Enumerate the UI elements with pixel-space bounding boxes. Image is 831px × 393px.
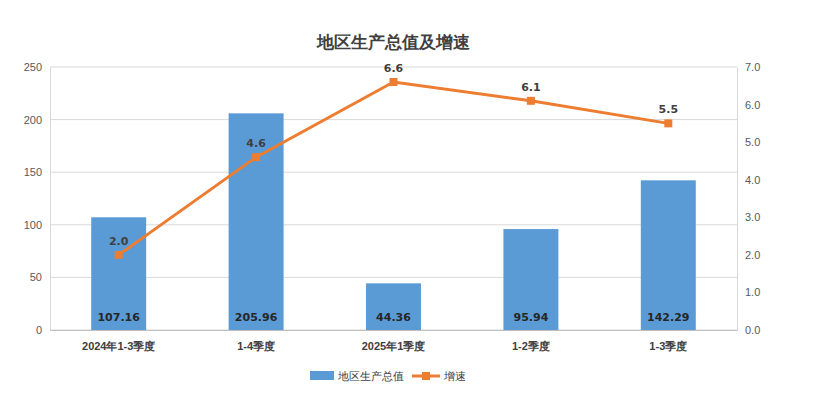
y-tick: 100 [24,219,50,231]
y-tick-label: 250 [24,61,42,73]
marker [390,78,398,86]
y2-axis: 0.0 1.0 2.0 3.0 4.0 5.0 6.0 7.0 [737,61,760,336]
x-tick-label: 1-2季度 [512,340,550,352]
bar-label: 95.94 [514,311,549,324]
legend-item: 增速 [412,370,466,383]
y2-tick-label: 1.0 [745,286,760,298]
bar [91,217,146,330]
y-axis-line [50,68,51,331]
x-tick-label: 2024年1-3季度 [82,340,155,352]
y2-tick: 3.0 [737,211,760,223]
y2-tick-label: 6.0 [745,99,760,111]
legend: 地区生产总值 增速 [310,370,466,383]
x-axis-line [51,330,738,331]
x-tick: 2024年1-3季度 [82,330,155,352]
y2-axis-line [737,68,738,331]
y2-tick-label: 5.0 [745,136,760,148]
x-tick: 1-2季度 [512,330,550,352]
grid [50,67,737,330]
y2-tick-label: 3.0 [745,211,760,223]
y-tick-label: 50 [30,271,42,283]
point-label: 6.6 [384,62,404,75]
x-tick: 1-4季度 [237,330,275,352]
y-tick: 150 [24,166,50,178]
point-label: 6.1 [521,81,541,94]
point-label: 5.5 [659,103,679,116]
y-tick-label: 150 [24,166,42,178]
x-tick-label: 2025年1季度 [362,340,426,352]
bar-label: 205.96 [235,311,278,324]
y2-tick: 1.0 [737,286,760,298]
y2-tick: 5.0 [737,136,760,148]
y2-tick-label: 4.0 [745,174,760,186]
y-tick: 200 [24,114,50,126]
x-tick: 2025年1季度 [362,330,426,352]
bar-label: 44.36 [376,311,411,324]
marker [115,251,123,259]
bar [366,283,421,330]
y2-tick-label: 2.0 [745,249,760,261]
bar-label: 107.16 [97,311,140,324]
legend-swatch [310,371,334,380]
y2-tick: 0.0 [737,324,760,336]
y-tick-label: 0 [36,324,42,336]
y2-tick: 6.0 [737,99,760,111]
y-axis: 0 50 100 150 200 250 [24,61,51,336]
x-tick-label: 1-4季度 [237,340,275,352]
y2-tick-label: 0.0 [745,324,760,336]
y-tick-label: 200 [24,114,42,126]
x-tick-label: 1-3季度 [649,340,687,352]
marker [252,153,260,161]
marker [664,119,672,127]
y2-tick: 7.0 [737,61,760,73]
data-labels: 107.16 205.96 44.36 95.94 142.29 2.0 4.6 6.6 6.1… [97,62,689,324]
grid-line [50,224,737,225]
plot-area [91,78,696,330]
grid-line [50,277,737,278]
y-tick: 0 [36,324,50,336]
legend-item: 地区生产总值 [310,370,404,383]
chart-title: 地区生产总值及增速 [316,32,470,52]
y-tick-label: 100 [24,219,42,231]
point-label: 4.6 [246,137,266,150]
legend-marker [422,372,430,380]
line [119,82,669,255]
legend-label: 地区生产总值 [337,370,404,383]
y-tick: 250 [24,61,50,73]
bar [503,229,558,330]
y2-tick-label: 7.0 [745,61,760,73]
legend-label: 增速 [443,370,466,383]
marker [527,97,535,105]
point-label: 2.0 [109,235,129,248]
bar [641,180,696,330]
y2-tick: 2.0 [737,249,760,261]
x-axis: 2024年1-3季度 1-4季度 2025年1季度 1-2季度 1-3季度 [51,330,738,352]
bar-label: 142.29 [647,311,689,324]
y2-tick: 4.0 [737,174,760,186]
x-tick: 1-3季度 [649,330,687,352]
grid-line [50,119,737,120]
grid-line [50,172,737,173]
y-tick: 50 [30,271,50,283]
